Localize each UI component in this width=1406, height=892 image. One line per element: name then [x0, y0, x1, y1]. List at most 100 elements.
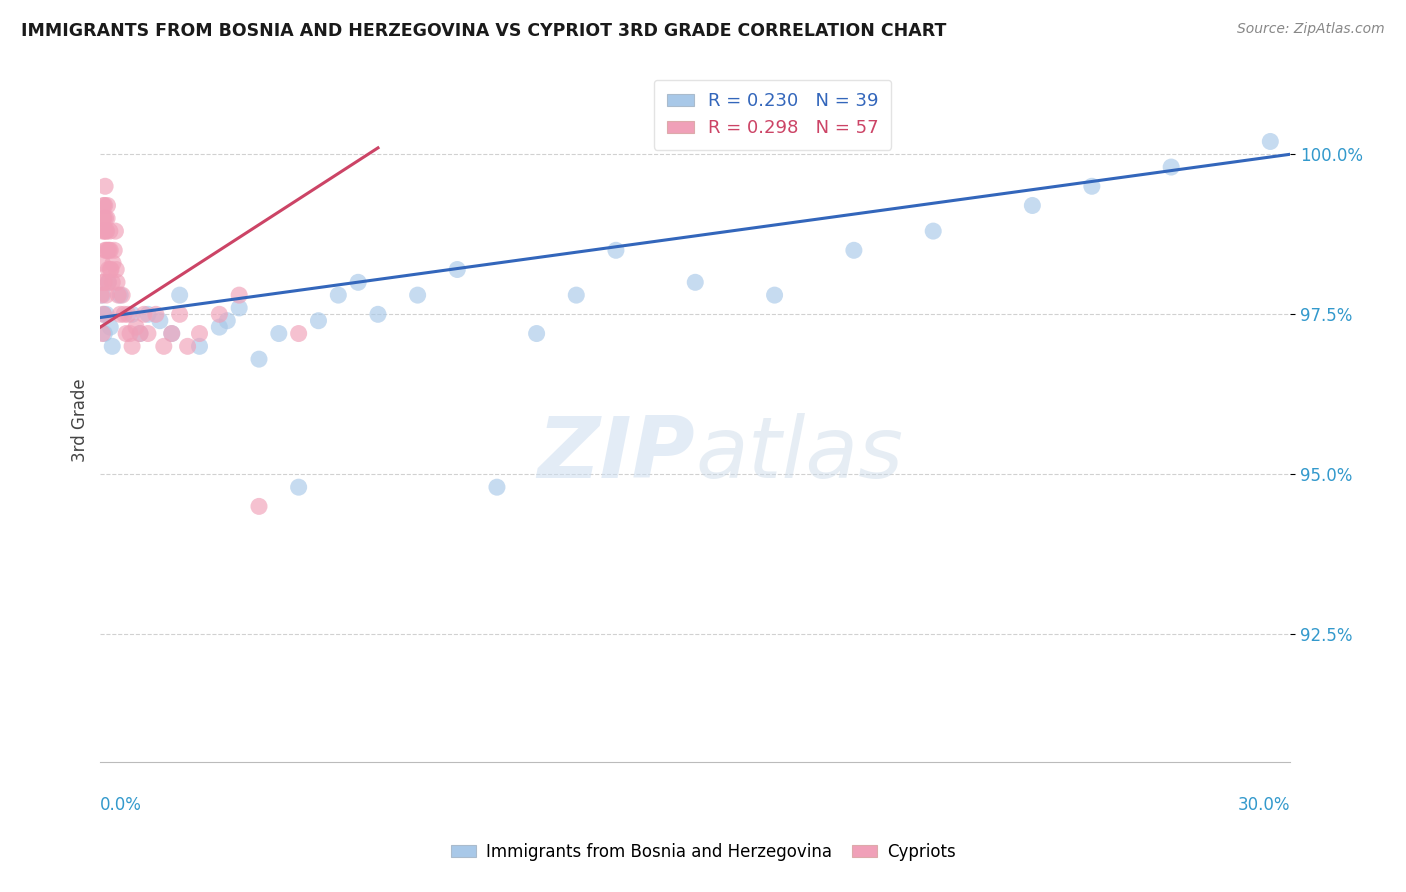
Point [136, 326, 159, 341]
Point [103, 244, 125, 258]
Point [121, 307, 143, 321]
Point [125, 320, 148, 334]
Point [94, 179, 117, 194]
Point [763, 288, 786, 302]
Point [922, 224, 945, 238]
Point [145, 307, 167, 321]
Point [111, 288, 134, 302]
Legend: Immigrants from Bosnia and Herzegovina, Cypriots: Immigrants from Bosnia and Herzegovina, … [444, 837, 962, 868]
Point [136, 307, 159, 321]
Point [93, 198, 115, 212]
Point [112, 307, 135, 321]
Point [94, 244, 117, 258]
Point [526, 326, 548, 341]
Point [169, 288, 191, 302]
Point [101, 339, 124, 353]
Point [91, 224, 114, 238]
Text: 30.0%: 30.0% [1237, 797, 1291, 814]
Point [406, 288, 429, 302]
Point [97, 262, 120, 277]
Point [565, 288, 588, 302]
Point [93, 211, 115, 226]
Point [188, 339, 211, 353]
Point [129, 326, 152, 341]
Point [1081, 179, 1104, 194]
Point [115, 326, 138, 341]
Point [108, 288, 131, 302]
Point [160, 326, 183, 341]
Point [132, 307, 155, 321]
Point [93, 198, 115, 212]
Point [247, 500, 270, 514]
Point [100, 262, 122, 277]
Point [98, 244, 121, 258]
Point [101, 275, 124, 289]
Point [91, 326, 114, 341]
Point [98, 224, 121, 238]
Point [97, 275, 120, 289]
Point [93, 307, 115, 321]
Point [94, 224, 117, 238]
Point [287, 326, 309, 341]
Point [93, 275, 115, 289]
Point [97, 275, 120, 289]
Text: atlas: atlas [695, 413, 903, 496]
Point [842, 244, 865, 258]
Point [98, 244, 121, 258]
Point [347, 275, 370, 289]
Point [96, 224, 118, 238]
Point [91, 288, 114, 302]
Point [328, 288, 350, 302]
Point [169, 307, 191, 321]
Point [188, 326, 211, 341]
Point [176, 339, 198, 353]
Point [96, 288, 118, 302]
Point [485, 480, 508, 494]
Text: 0.0%: 0.0% [100, 797, 142, 814]
Point [217, 314, 239, 328]
Point [108, 307, 131, 321]
Point [90, 288, 112, 302]
Point [1160, 160, 1182, 174]
Point [605, 244, 627, 258]
Point [129, 326, 152, 341]
Text: Source: ZipAtlas.com: Source: ZipAtlas.com [1237, 22, 1385, 37]
Point [267, 326, 290, 341]
Point [160, 326, 183, 341]
Point [91, 275, 114, 289]
Point [149, 314, 172, 328]
Point [96, 244, 118, 258]
Point [104, 224, 127, 238]
Point [1021, 198, 1043, 212]
Point [94, 211, 117, 226]
Text: IMMIGRANTS FROM BOSNIA AND HERZEGOVINA VS CYPRIOT 3RD GRADE CORRELATION CHART: IMMIGRANTS FROM BOSNIA AND HERZEGOVINA V… [21, 22, 946, 40]
Point [93, 326, 115, 341]
Point [93, 307, 115, 321]
Y-axis label: 3rd Grade: 3rd Grade [72, 378, 89, 462]
Point [121, 339, 143, 353]
Point [683, 275, 706, 289]
Point [91, 211, 114, 226]
Point [228, 301, 250, 315]
Point [105, 275, 128, 289]
Point [446, 262, 468, 277]
Point [308, 314, 330, 328]
Point [107, 288, 129, 302]
Point [93, 224, 115, 238]
Point [208, 320, 231, 334]
Point [153, 339, 176, 353]
Point [96, 307, 118, 321]
Point [247, 352, 270, 367]
Point [96, 198, 118, 212]
Point [97, 244, 120, 258]
Point [91, 256, 114, 270]
Point [98, 262, 121, 277]
Legend: R = 0.230   N = 39, R = 0.298   N = 57: R = 0.230 N = 39, R = 0.298 N = 57 [654, 79, 891, 150]
Point [228, 288, 250, 302]
Point [101, 256, 124, 270]
Point [367, 307, 389, 321]
Point [117, 307, 139, 321]
Text: ZIP: ZIP [537, 413, 695, 496]
Point [120, 326, 142, 341]
Point [208, 307, 231, 321]
